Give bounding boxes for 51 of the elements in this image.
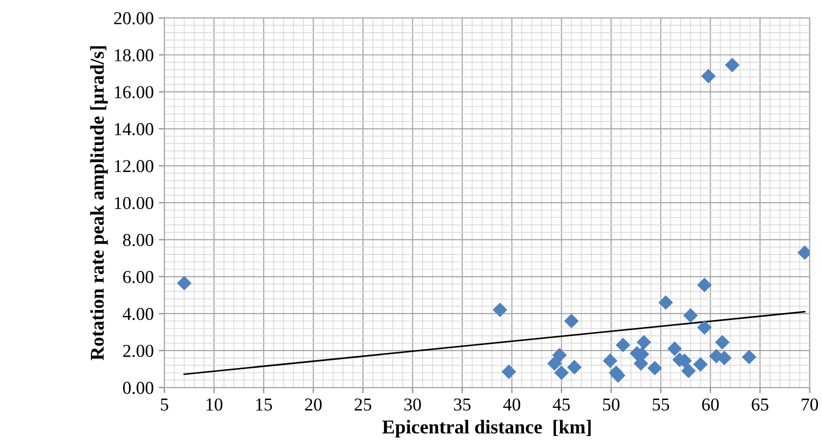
point	[715, 334, 730, 350]
y-tick-label: 12.00	[114, 160, 154, 172]
x-tick-label: 40	[503, 398, 520, 411]
x-tick-label: 70	[802, 398, 818, 411]
y-tick-label: 6.00	[123, 270, 154, 284]
point	[564, 314, 579, 328]
point	[701, 68, 716, 84]
y-tick-label: 4.00	[122, 308, 154, 320]
x-tick-label: 45	[552, 398, 570, 411]
x-tick-label: 15	[256, 398, 272, 411]
point	[616, 338, 630, 352]
point	[602, 353, 618, 368]
x-tick-label: 50	[603, 398, 620, 411]
point	[697, 320, 712, 335]
y-axis-title: Rotation rate peak amplitude [µrad/s]	[90, 46, 108, 360]
point	[742, 350, 756, 364]
x-tick-label: 35	[454, 398, 471, 411]
y-tick-label: 20.00	[114, 12, 154, 24]
point	[667, 341, 682, 356]
x-tick-label: 5	[160, 398, 168, 411]
y-tick-label: 16.00	[114, 86, 154, 98]
y-tick-label: 0.00	[123, 382, 154, 394]
point	[648, 360, 662, 376]
y-tick-label: 18.00	[114, 49, 154, 62]
x-tick-label: 65	[752, 398, 768, 411]
x-tick-label: 20	[305, 398, 322, 411]
y-tick-label: 10.00	[114, 196, 154, 210]
x-tick-label: 30	[404, 398, 421, 411]
y-tick-label: 8.00	[123, 234, 154, 246]
x-tick-label: 25	[354, 398, 372, 411]
x-tick-label: 55	[652, 398, 670, 411]
x-axis-title: Epicentral distance [km]	[382, 420, 591, 438]
point	[717, 350, 732, 366]
x-tick-label: 10	[206, 398, 222, 411]
point	[552, 348, 567, 362]
point	[681, 364, 696, 378]
point	[693, 357, 708, 372]
y-tick-label: 14.00	[114, 123, 154, 136]
point	[176, 276, 192, 290]
point	[567, 360, 582, 374]
point	[554, 365, 569, 380]
point	[636, 334, 652, 350]
point	[724, 58, 740, 72]
point	[502, 364, 516, 380]
point	[697, 278, 712, 292]
point	[492, 302, 508, 318]
x-tick-label: 60	[702, 398, 719, 411]
point	[547, 356, 562, 371]
y-tick-label: 2.00	[123, 344, 154, 358]
point	[658, 295, 674, 310]
point	[683, 308, 698, 323]
